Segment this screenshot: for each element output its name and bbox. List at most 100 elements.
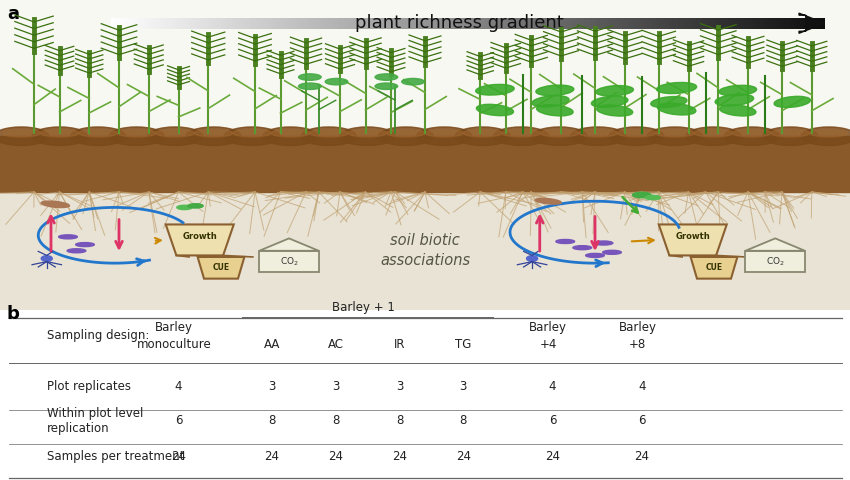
FancyArrow shape [799,13,824,33]
Text: 4: 4 [175,380,182,393]
Text: Sampling design:: Sampling design: [47,329,149,343]
Text: AC: AC [328,338,343,351]
Ellipse shape [771,129,809,137]
Bar [0,192,850,310]
Ellipse shape [494,127,549,145]
Ellipse shape [298,83,321,89]
Text: 24: 24 [328,450,343,463]
Ellipse shape [536,105,573,116]
Ellipse shape [597,105,632,116]
Ellipse shape [657,103,696,115]
Ellipse shape [502,129,541,137]
Ellipse shape [32,127,88,145]
Ellipse shape [186,127,241,145]
Ellipse shape [41,256,53,261]
Ellipse shape [651,96,687,108]
Ellipse shape [586,253,604,257]
Text: Growth: Growth [183,232,217,241]
Polygon shape [197,257,245,278]
Ellipse shape [375,74,398,80]
Ellipse shape [67,249,86,253]
Bar [0,0,850,139]
Text: 3: 3 [460,380,467,393]
Ellipse shape [2,129,40,137]
Ellipse shape [425,129,463,137]
Polygon shape [659,225,727,255]
Text: plant richness gradient: plant richness gradient [354,14,564,32]
Text: 24: 24 [171,450,186,463]
Ellipse shape [656,83,697,94]
Ellipse shape [579,129,617,137]
Ellipse shape [188,204,203,208]
Ellipse shape [387,129,425,137]
Ellipse shape [59,235,77,239]
Ellipse shape [536,198,561,204]
Text: Plot replicates: Plot replicates [47,380,131,393]
Ellipse shape [603,250,621,254]
Ellipse shape [326,78,348,85]
Ellipse shape [271,129,309,137]
Ellipse shape [476,104,513,116]
Ellipse shape [41,129,79,137]
Ellipse shape [117,129,156,137]
Text: CO$_2$: CO$_2$ [280,255,298,268]
Ellipse shape [686,127,741,145]
Text: a: a [7,5,19,23]
Text: 8: 8 [396,414,403,427]
Ellipse shape [645,195,660,200]
Ellipse shape [556,240,575,243]
Ellipse shape [455,127,510,145]
Text: TG: TG [455,338,472,351]
Ellipse shape [609,127,664,145]
Text: 8: 8 [460,414,467,427]
Ellipse shape [463,129,502,137]
Text: 24: 24 [392,450,407,463]
Ellipse shape [592,96,628,108]
Ellipse shape [109,127,164,145]
Text: CUE: CUE [212,264,230,272]
Ellipse shape [340,127,395,145]
Text: Barley + 1: Barley + 1 [332,300,394,314]
Bar [259,251,319,273]
Ellipse shape [724,127,779,145]
Text: 6: 6 [638,414,645,427]
Text: 4: 4 [638,380,645,393]
Text: 8: 8 [332,414,339,427]
Ellipse shape [147,127,202,145]
Text: 8: 8 [269,414,275,427]
Ellipse shape [774,96,811,108]
Text: CUE: CUE [706,264,722,272]
Polygon shape [166,225,234,255]
Text: AA: AA [264,338,280,351]
Ellipse shape [656,129,694,137]
Ellipse shape [648,127,703,145]
Polygon shape [745,239,805,251]
Text: Barley
monoculture: Barley monoculture [137,322,212,350]
Ellipse shape [309,129,348,137]
Text: 3: 3 [396,380,403,393]
Ellipse shape [0,127,48,145]
Ellipse shape [573,246,592,250]
Text: Barley
+8: Barley +8 [619,322,656,350]
Text: 4: 4 [549,380,556,393]
Text: 3: 3 [269,380,275,393]
Ellipse shape [301,127,356,145]
Ellipse shape [733,129,771,137]
Ellipse shape [617,129,655,137]
Ellipse shape [719,85,756,96]
Ellipse shape [195,129,233,137]
Text: 24: 24 [545,450,560,463]
Ellipse shape [570,127,626,145]
Ellipse shape [348,129,387,137]
Ellipse shape [809,129,847,137]
Text: CO$_2$: CO$_2$ [766,255,785,268]
Ellipse shape [76,242,94,247]
Bar [745,251,805,273]
Ellipse shape [402,78,424,85]
Polygon shape [690,257,737,278]
Ellipse shape [762,127,818,145]
Ellipse shape [476,84,514,95]
Ellipse shape [801,127,850,145]
Ellipse shape [298,74,321,80]
Text: Samples per treatment: Samples per treatment [47,450,184,463]
